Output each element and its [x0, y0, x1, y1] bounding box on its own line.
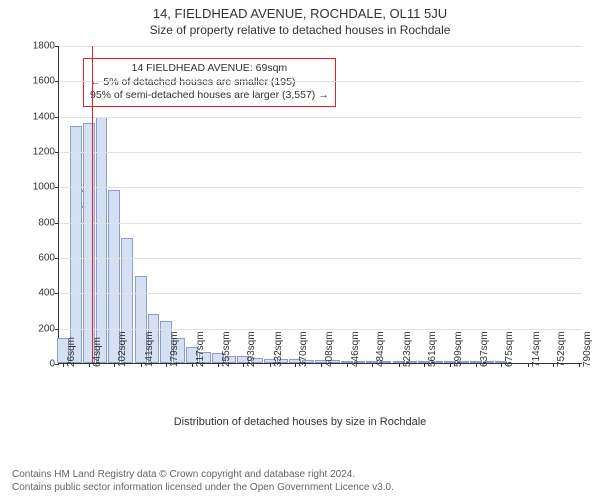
- x-tick-mark: [89, 363, 90, 367]
- x-tick-mark: [114, 363, 115, 367]
- x-tick-label: 484sqm: [375, 331, 386, 367]
- grid-line: [59, 81, 582, 82]
- x-tick-mark: [295, 363, 296, 367]
- x-tick-mark: [166, 363, 167, 367]
- x-tick-mark: [63, 363, 64, 367]
- x-tick-mark: [579, 363, 580, 367]
- x-tick-label: 293sqm: [246, 331, 257, 367]
- x-tick-label: 408sqm: [324, 331, 335, 367]
- annotation-line-1: 14 FIELDHEAD AVENUE: 69sqm: [90, 62, 329, 76]
- grid-line: [59, 293, 582, 294]
- x-tick-mark: [501, 363, 502, 367]
- page-title: 14, FIELDHEAD AVENUE, ROCHDALE, OL11 5JU: [0, 0, 600, 21]
- x-tick-label: 675sqm: [504, 331, 515, 367]
- x-tick-mark: [270, 363, 271, 367]
- x-tick-label: 102sqm: [117, 331, 128, 367]
- y-tick-mark: [55, 364, 59, 365]
- footer-attribution: Contains HM Land Registry data © Crown c…: [12, 469, 394, 494]
- x-tick-label: 637sqm: [479, 331, 490, 367]
- x-tick-label: 752sqm: [556, 331, 567, 367]
- bar: [96, 117, 108, 363]
- x-tick-mark: [372, 363, 373, 367]
- x-tick-label: 714sqm: [531, 331, 542, 367]
- grid-line: [59, 117, 582, 118]
- grid-line: [59, 152, 582, 153]
- x-tick-label: 26sqm: [66, 337, 77, 367]
- grid-line: [59, 223, 582, 224]
- y-tick-mark: [55, 187, 59, 188]
- x-tick-label: 370sqm: [298, 331, 309, 367]
- chart-container: Number of detached properties 14 FIELDHE…: [0, 40, 600, 430]
- grid-line: [59, 329, 582, 330]
- x-tick-label: 179sqm: [169, 331, 180, 367]
- x-tick-label: 523sqm: [402, 331, 413, 367]
- x-tick-label: 561sqm: [427, 331, 438, 367]
- grid-line: [59, 187, 582, 188]
- grid-line: [59, 46, 582, 47]
- x-tick-mark: [528, 363, 529, 367]
- bar: [70, 126, 82, 363]
- x-tick-mark: [424, 363, 425, 367]
- footer-line-2: Contains public sector information licen…: [12, 482, 394, 495]
- x-tick-label: 790sqm: [582, 331, 593, 367]
- x-tick-mark: [243, 363, 244, 367]
- y-tick-mark: [55, 293, 59, 294]
- x-tick-mark: [450, 363, 451, 367]
- x-tick-mark: [399, 363, 400, 367]
- x-tick-mark: [321, 363, 322, 367]
- y-tick-mark: [55, 81, 59, 82]
- x-tick-mark: [192, 363, 193, 367]
- annotation-line-3: 95% of semi-detached houses are larger (…: [90, 89, 329, 103]
- x-axis-label: Distribution of detached houses by size …: [174, 416, 427, 428]
- y-tick-mark: [55, 223, 59, 224]
- footer-line-1: Contains HM Land Registry data © Crown c…: [12, 469, 394, 482]
- x-tick-mark: [476, 363, 477, 367]
- x-tick-label: 599sqm: [453, 331, 464, 367]
- x-tick-label: 255sqm: [221, 331, 232, 367]
- x-tick-mark: [347, 363, 348, 367]
- annotation-box: 14 FIELDHEAD AVENUE: 69sqm ← 5% of detac…: [83, 58, 336, 107]
- x-tick-label: 141sqm: [144, 331, 155, 367]
- y-tick-mark: [55, 46, 59, 47]
- x-tick-label: 332sqm: [273, 331, 284, 367]
- x-tick-mark: [218, 363, 219, 367]
- annotation-line-2: ← 5% of detached houses are smaller (195…: [90, 76, 329, 90]
- y-tick-mark: [55, 258, 59, 259]
- y-tick-mark: [55, 152, 59, 153]
- x-tick-mark: [141, 363, 142, 367]
- y-tick-mark: [55, 329, 59, 330]
- x-tick-label: 446sqm: [350, 331, 361, 367]
- y-tick-mark: [55, 117, 59, 118]
- x-tick-label: 64sqm: [92, 337, 103, 367]
- plot-area: 14 FIELDHEAD AVENUE: 69sqm ← 5% of detac…: [58, 46, 582, 364]
- x-tick-mark: [553, 363, 554, 367]
- page-subtitle: Size of property relative to detached ho…: [0, 21, 600, 41]
- x-tick-label: 217sqm: [195, 331, 206, 367]
- marker-line: [92, 46, 93, 363]
- grid-line: [59, 258, 582, 259]
